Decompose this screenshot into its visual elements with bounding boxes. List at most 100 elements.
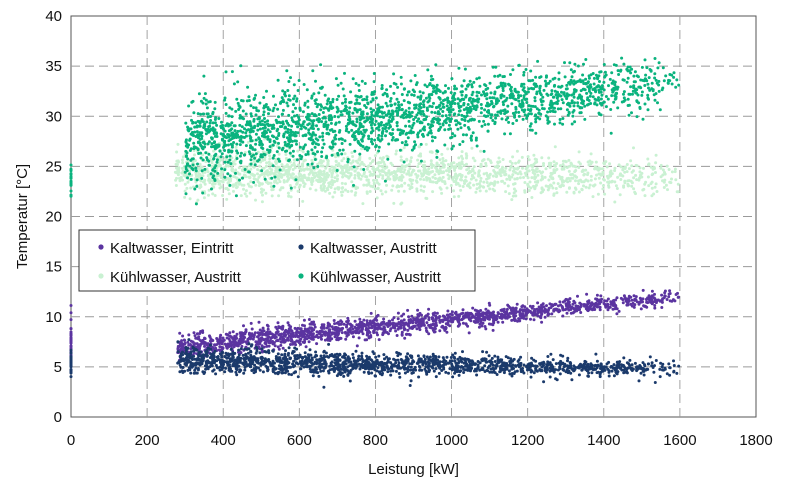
data-point [415, 189, 419, 193]
data-point [260, 359, 264, 363]
data-point [453, 359, 457, 363]
data-point [392, 177, 396, 181]
data-point [331, 195, 335, 199]
data-point [552, 369, 556, 372]
data-point [174, 184, 178, 187]
data-point [348, 357, 352, 361]
data-point [448, 359, 452, 363]
data-point [522, 363, 526, 367]
data-point [206, 367, 210, 371]
data-point [446, 147, 450, 151]
data-point [609, 300, 613, 304]
data-point [315, 342, 319, 346]
data-point [298, 360, 302, 364]
data-point [181, 365, 185, 369]
data-point [317, 172, 321, 176]
data-point [426, 360, 430, 364]
data-point [334, 155, 338, 159]
data-point [176, 350, 180, 354]
data-point [670, 170, 674, 174]
data-point [302, 365, 306, 369]
data-point [486, 366, 490, 370]
data-point [650, 289, 654, 293]
data-point [577, 179, 580, 183]
data-point [381, 156, 385, 160]
data-point [461, 185, 465, 188]
data-point [560, 167, 564, 171]
data-point [234, 145, 238, 149]
data-point [581, 366, 585, 370]
data-point [481, 350, 485, 354]
data-point [260, 173, 264, 176]
data-point [484, 307, 488, 311]
data-point [456, 182, 460, 185]
data-point [268, 157, 272, 161]
data-point [584, 168, 588, 172]
data-point [551, 358, 555, 362]
data-point [276, 339, 280, 343]
data-point [176, 346, 180, 350]
data-point [529, 361, 533, 365]
data-point [443, 180, 447, 184]
data-point [181, 334, 185, 338]
data-point [304, 329, 308, 333]
data-point [302, 159, 306, 163]
data-point [224, 332, 228, 336]
data-point [441, 159, 445, 163]
data-point [674, 178, 678, 182]
data-point [503, 173, 507, 177]
data-point [483, 370, 487, 373]
data-point [206, 170, 210, 174]
data-point [261, 150, 265, 154]
data-point [422, 160, 426, 164]
data-point [320, 188, 324, 192]
data-point [637, 178, 641, 182]
data-point [639, 297, 643, 301]
data-point [360, 357, 364, 361]
data-point [367, 322, 371, 326]
data-point [328, 328, 332, 332]
data-point [438, 158, 442, 162]
data-point [199, 165, 203, 169]
data-point [217, 358, 221, 362]
data-point [441, 364, 445, 367]
data-point [564, 297, 568, 301]
data-point [550, 312, 554, 316]
data-point [238, 331, 242, 335]
data-point [419, 184, 423, 188]
data-point [389, 161, 393, 165]
data-point [435, 311, 439, 315]
data-point [274, 162, 278, 165]
data-point [270, 194, 274, 198]
data-point [287, 346, 291, 350]
data-point [240, 337, 244, 341]
data-point [351, 356, 355, 360]
data-point [279, 340, 283, 344]
data-point [350, 180, 354, 184]
data-point [343, 152, 347, 156]
data-point [296, 149, 300, 153]
data-point [486, 184, 490, 188]
data-point [503, 367, 507, 371]
data-point [546, 355, 550, 358]
data-point [302, 318, 306, 322]
data-point [555, 167, 559, 171]
data-point [324, 362, 328, 366]
data-point [187, 343, 191, 347]
data-point [402, 312, 406, 316]
data-point [183, 341, 187, 345]
data-point [437, 177, 441, 181]
data-point [386, 370, 390, 374]
data-point [369, 311, 373, 315]
data-point [357, 336, 361, 340]
data-point [618, 193, 622, 197]
data-point [357, 354, 361, 358]
data-point [480, 324, 484, 328]
data-point [212, 355, 216, 359]
data-point [444, 325, 447, 329]
data-point [246, 140, 250, 144]
data-point [510, 198, 514, 202]
data-point [601, 368, 605, 372]
data-point [215, 343, 218, 347]
data-point [264, 333, 268, 337]
